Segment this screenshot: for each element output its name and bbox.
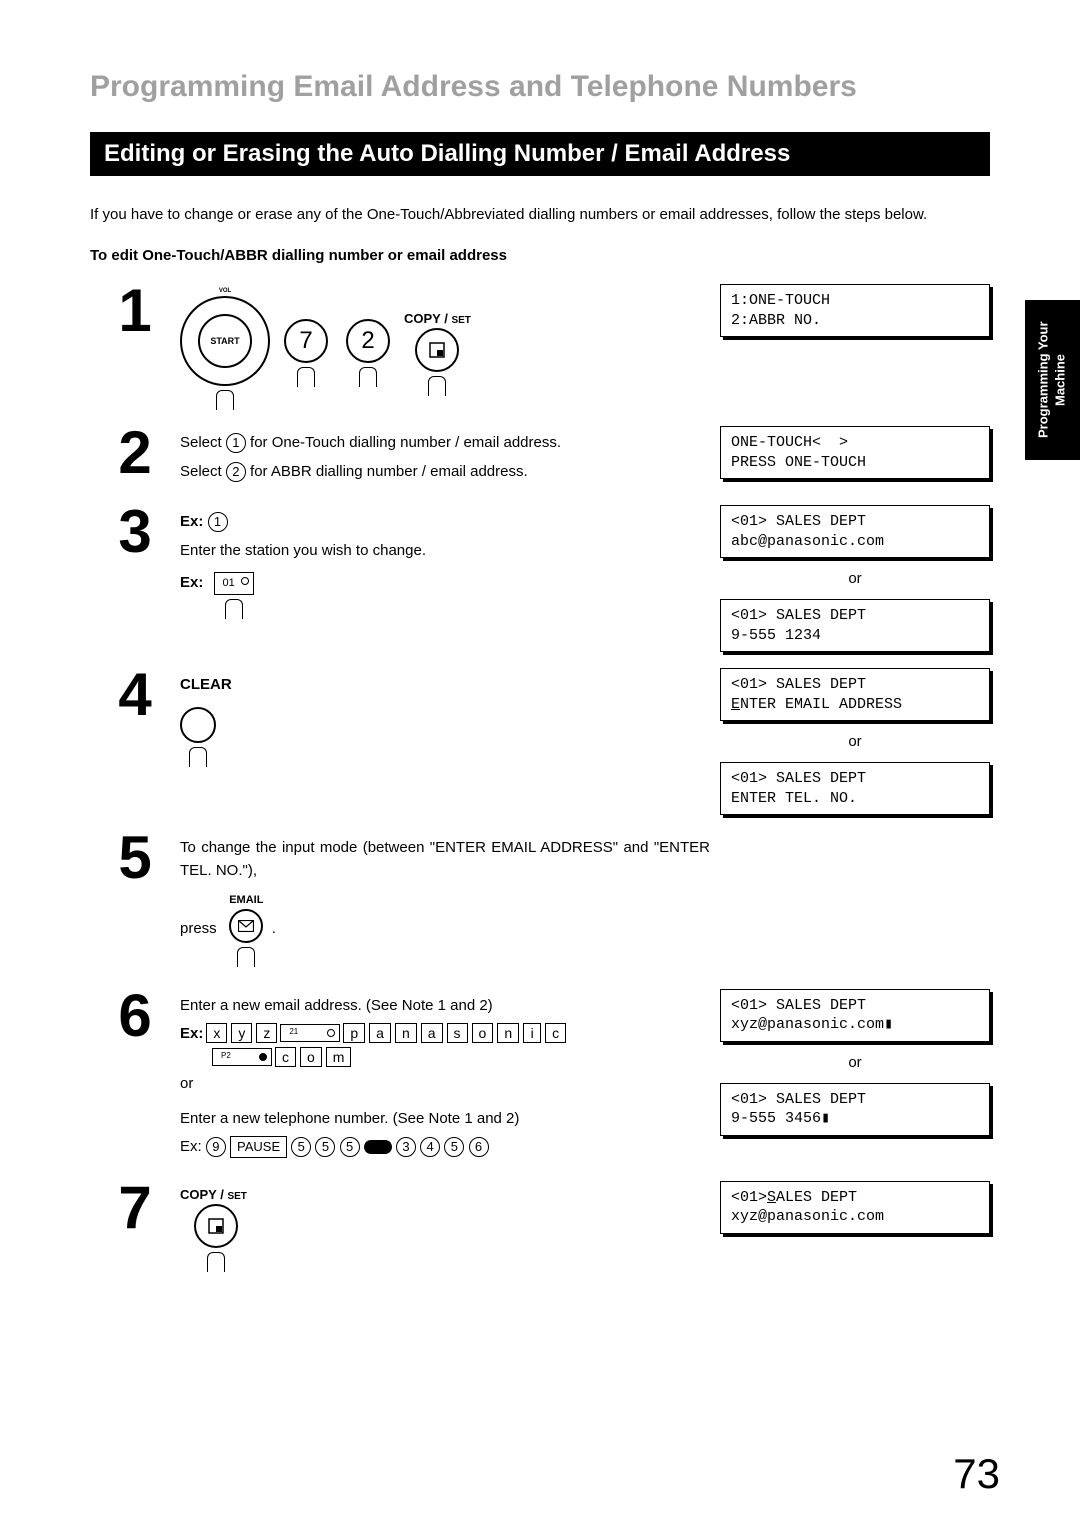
lcd-display: ONE-TOUCH< > PRESS ONE-TOUCH bbox=[720, 426, 990, 479]
circled-digit: 5 bbox=[444, 1137, 464, 1157]
email-label: EMAIL bbox=[229, 892, 263, 909]
one-touch-key-21: 21 bbox=[280, 1024, 340, 1042]
keycap: z bbox=[256, 1023, 277, 1043]
intro-text: If you have to change or erase any of th… bbox=[90, 204, 990, 225]
copy-set-button bbox=[194, 1204, 238, 1248]
step-number-6: 6 bbox=[90, 989, 180, 1043]
page-number: 73 bbox=[953, 1450, 1000, 1498]
one-touch-key-p2: P2 bbox=[212, 1048, 272, 1066]
finger-icon bbox=[225, 599, 243, 619]
one-touch-key-01: 01 bbox=[214, 572, 254, 595]
step-number-7: 7 bbox=[90, 1181, 180, 1235]
lcd-display: <01> SALES DEPT 9-555 1234 bbox=[720, 599, 990, 652]
copy-set-label: COPY / SET bbox=[180, 1187, 710, 1202]
step-number-5: 5 bbox=[90, 831, 180, 885]
dial-start-label: START bbox=[198, 314, 252, 368]
keycap: o bbox=[472, 1023, 494, 1043]
circled-2: 2 bbox=[226, 462, 246, 482]
side-tab: Programming Your Machine bbox=[1025, 300, 1080, 460]
step3-ex2: Ex: 01 bbox=[180, 572, 710, 619]
circled-digit: 5 bbox=[291, 1137, 311, 1157]
dial-control: VOL START bbox=[180, 296, 270, 386]
step6-line2: Enter a new telephone number. (See Note … bbox=[180, 1108, 710, 1131]
copy-set-label: COPY / SET bbox=[404, 311, 471, 326]
pause-key: PAUSE bbox=[230, 1136, 287, 1158]
copy-set-button bbox=[415, 328, 459, 372]
key-2: 2 bbox=[346, 319, 390, 363]
step6-key-row-1: Ex: x y z 21 p a n a s o n i c bbox=[180, 1023, 710, 1043]
clear-label: CLEAR bbox=[180, 674, 710, 697]
lcd-display: <01> SALES DEPT xyz@panasonic.com▮ bbox=[720, 989, 990, 1042]
step6-tel-ex: Ex: 9 PAUSE 5 5 5 3 4 5 6 bbox=[180, 1136, 710, 1159]
lcd-display: <01> SALES DEPT abc@panasonic.com bbox=[720, 505, 990, 558]
circled-digit: 4 bbox=[420, 1137, 440, 1157]
lcd-display: <01> SALES DEPTENTER EMAIL ADDRESS bbox=[720, 668, 990, 721]
or-text: or bbox=[720, 733, 990, 750]
circled-1: 1 bbox=[208, 512, 228, 532]
step3-ex1: Ex: 1 bbox=[180, 511, 710, 534]
step5-text: To change the input mode (between "ENTER… bbox=[180, 837, 710, 882]
hyphen-key bbox=[364, 1140, 392, 1154]
circled-digit: 9 bbox=[206, 1137, 226, 1157]
keycap: s bbox=[447, 1023, 468, 1043]
finger-icon bbox=[207, 1252, 225, 1272]
or-text: or bbox=[720, 1054, 990, 1071]
step5-press: press EMAIL . bbox=[180, 892, 710, 967]
step-number-2: 2 bbox=[90, 426, 180, 480]
circled-digit: 3 bbox=[396, 1137, 416, 1157]
lcd-display: 1:ONE-TOUCH 2:ABBR NO. bbox=[720, 284, 990, 337]
circled-digit: 5 bbox=[340, 1137, 360, 1157]
step6-key-row-2: P2 c o m bbox=[180, 1047, 710, 1067]
step3-line: Enter the station you wish to change. bbox=[180, 540, 710, 563]
keycap: x bbox=[206, 1023, 227, 1043]
section-heading: Editing or Erasing the Auto Dialling Num… bbox=[90, 132, 990, 176]
keycap: n bbox=[395, 1023, 417, 1043]
lcd-display: <01> SALES DEPT ENTER TEL. NO. bbox=[720, 762, 990, 815]
finger-icon bbox=[359, 367, 377, 387]
step-number-1: 1 bbox=[90, 284, 180, 338]
step6-line1: Enter a new email address. (See Note 1 a… bbox=[180, 995, 710, 1018]
step-number-4: 4 bbox=[90, 668, 180, 722]
circled-digit: 6 bbox=[469, 1137, 489, 1157]
keycap: a bbox=[421, 1023, 443, 1043]
or-text: or bbox=[720, 570, 990, 587]
step-number-3: 3 bbox=[90, 505, 180, 559]
dial-vol-label: VOL bbox=[219, 288, 231, 294]
finger-icon bbox=[297, 367, 315, 387]
keycap: i bbox=[523, 1023, 541, 1043]
page-title: Programming Email Address and Telephone … bbox=[90, 70, 990, 104]
step6-or: or bbox=[180, 1073, 710, 1096]
clear-button bbox=[180, 707, 216, 743]
email-button bbox=[229, 909, 263, 943]
keycap: o bbox=[300, 1047, 322, 1067]
finger-icon bbox=[216, 390, 234, 410]
keycap: a bbox=[369, 1023, 391, 1043]
step2-line1: Select 1 for One-Touch dialling number /… bbox=[180, 432, 710, 455]
key-7: 7 bbox=[284, 319, 328, 363]
keycap: c bbox=[275, 1047, 296, 1067]
step2-line2: Select 2 for ABBR dialling number / emai… bbox=[180, 461, 710, 484]
finger-icon bbox=[189, 747, 207, 767]
circled-digit: 5 bbox=[315, 1137, 335, 1157]
lcd-display: <01>SALES DEPTxyz@panasonic.com bbox=[720, 1181, 990, 1234]
keycap: y bbox=[231, 1023, 252, 1043]
keycap: p bbox=[343, 1023, 365, 1043]
keycap: c bbox=[545, 1023, 566, 1043]
sub-heading: To edit One-Touch/ABBR dialling number o… bbox=[90, 247, 990, 264]
finger-icon bbox=[237, 947, 255, 967]
keycap: n bbox=[497, 1023, 519, 1043]
finger-icon bbox=[428, 376, 446, 396]
lcd-display: <01> SALES DEPT 9-555 3456▮ bbox=[720, 1083, 990, 1136]
keycap: m bbox=[326, 1047, 352, 1067]
circled-1: 1 bbox=[226, 433, 246, 453]
